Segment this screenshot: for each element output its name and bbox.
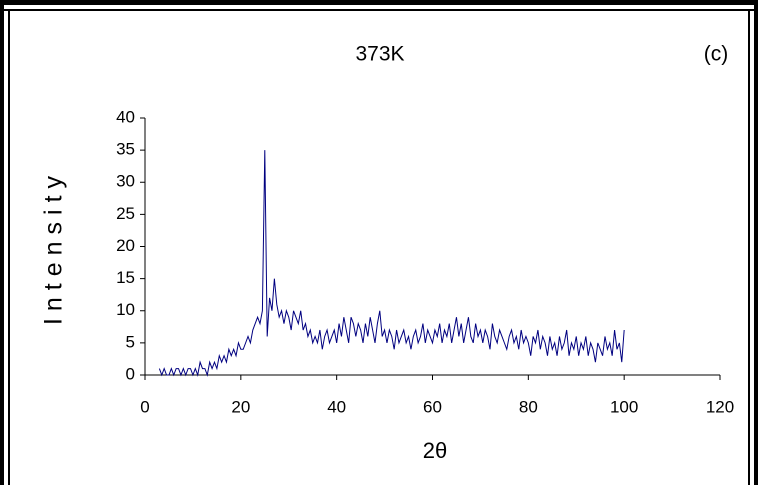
data-line	[158, 150, 625, 377]
x-tick-label: 20	[231, 397, 250, 416]
x-tick-label: 60	[423, 397, 442, 416]
frame-top	[0, 0, 758, 5]
y-tick-label: 40	[116, 107, 135, 126]
y-tick-label: 20	[116, 236, 135, 255]
annotation: (c)	[704, 43, 729, 66]
x-tick-label: 120	[706, 397, 734, 416]
y-tick-label: 0	[126, 364, 135, 383]
frame-right	[754, 0, 758, 485]
y-tick-label: 35	[116, 140, 135, 159]
y-tick-label: 15	[116, 268, 135, 287]
frame-right-inner	[748, 9, 750, 485]
y-axis-label: Intensity	[40, 169, 68, 325]
x-tick-label: 100	[610, 397, 638, 416]
y-tick-label: 30	[116, 172, 135, 191]
x-tick-label: 40	[327, 397, 346, 416]
frame-left	[0, 0, 4, 485]
x-tick-label: 0	[140, 397, 149, 416]
x-axis-label: 2θ	[423, 438, 447, 463]
frame-left-inner	[8, 9, 10, 485]
y-tick-label: 5	[126, 332, 135, 351]
x-tick-label: 80	[519, 397, 538, 416]
y-tick-label: 25	[116, 204, 135, 223]
chart-title: 373K	[355, 43, 404, 66]
y-tick-label: 10	[116, 300, 135, 319]
frame-top-inner	[0, 9, 758, 11]
